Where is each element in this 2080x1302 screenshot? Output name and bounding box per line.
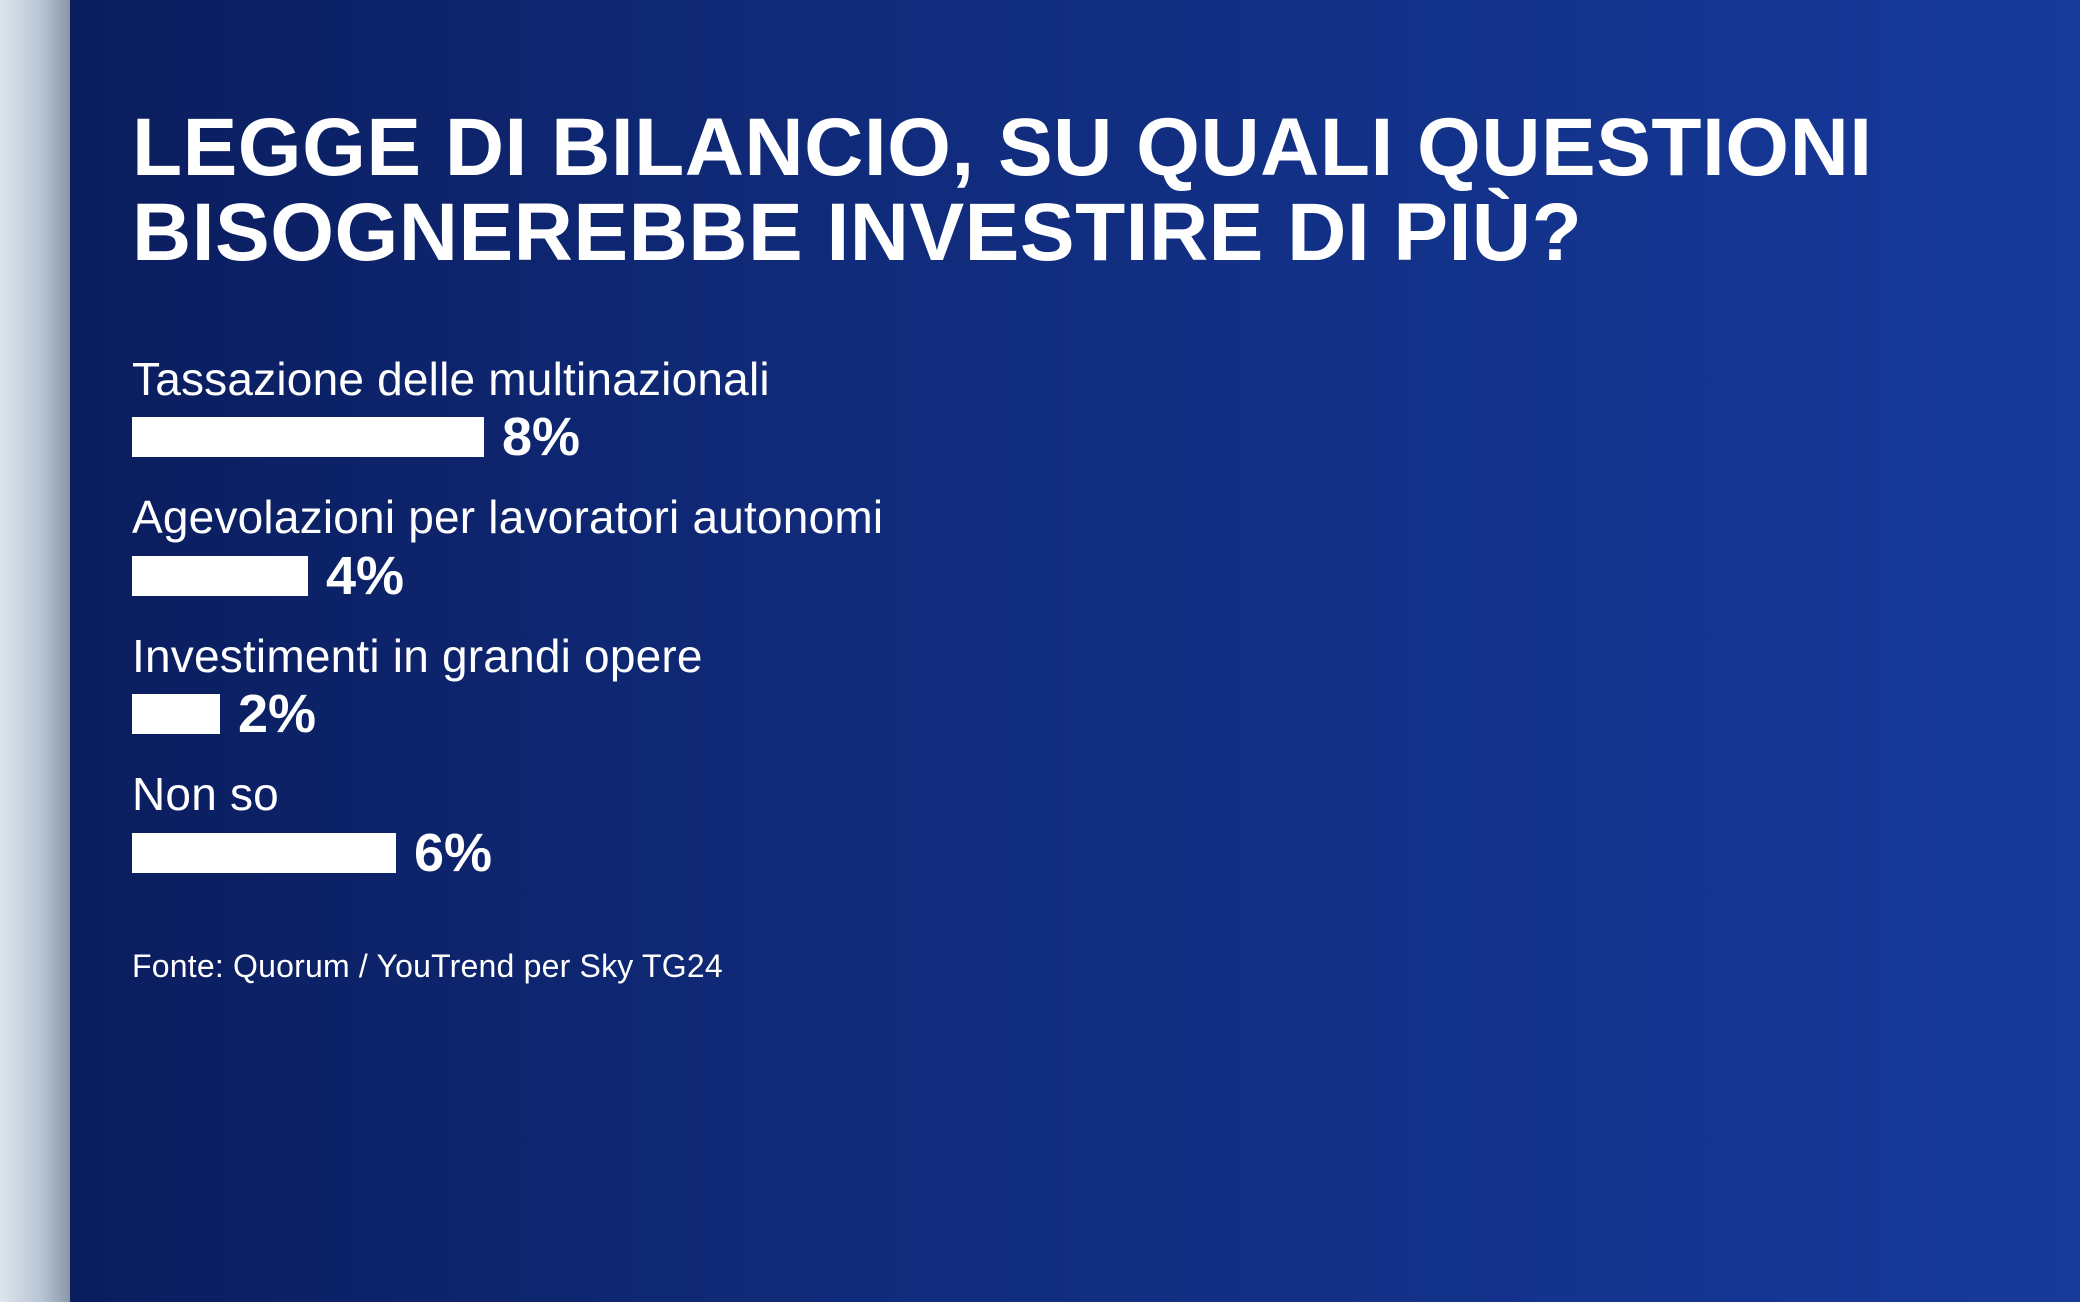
bar-item: Agevolazioni per lavoratori autonomi 4%: [132, 492, 2020, 603]
left-edge-strip: [0, 0, 70, 1302]
bar-item: Tassazione delle multinazionali 8%: [132, 354, 2020, 465]
bar-item: Non so 6%: [132, 769, 2020, 880]
bar-pct: 2%: [238, 687, 316, 741]
chart-title: LEGGE DI BILANCIO, SU QUALI QUESTIONI BI…: [132, 105, 2020, 276]
bar-pct: 4%: [326, 549, 404, 603]
bar-pct: 8%: [502, 410, 580, 464]
source-text: Fonte: Quorum / YouTrend per Sky TG24: [132, 948, 2020, 985]
bar-fill: [132, 556, 308, 596]
bar-fill: [132, 417, 484, 457]
bar-label: Non so: [132, 769, 2020, 820]
bar-row: 2%: [132, 687, 2020, 741]
bar-label: Tassazione delle multinazionali: [132, 354, 2020, 405]
bar-items-container: Tassazione delle multinazionali 8% Agevo…: [132, 354, 2020, 896]
chart-panel: LEGGE DI BILANCIO, SU QUALI QUESTIONI BI…: [70, 0, 2080, 1302]
bar-pct: 6%: [414, 826, 492, 880]
bar-label: Agevolazioni per lavoratori autonomi: [132, 492, 2020, 543]
bar-row: 8%: [132, 410, 2020, 464]
bar-fill: [132, 694, 220, 734]
bar-fill: [132, 833, 396, 873]
bar-row: 4%: [132, 549, 2020, 603]
bar-item: Investimenti in grandi opere 2%: [132, 631, 2020, 742]
bar-label: Investimenti in grandi opere: [132, 631, 2020, 682]
bar-row: 6%: [132, 826, 2020, 880]
